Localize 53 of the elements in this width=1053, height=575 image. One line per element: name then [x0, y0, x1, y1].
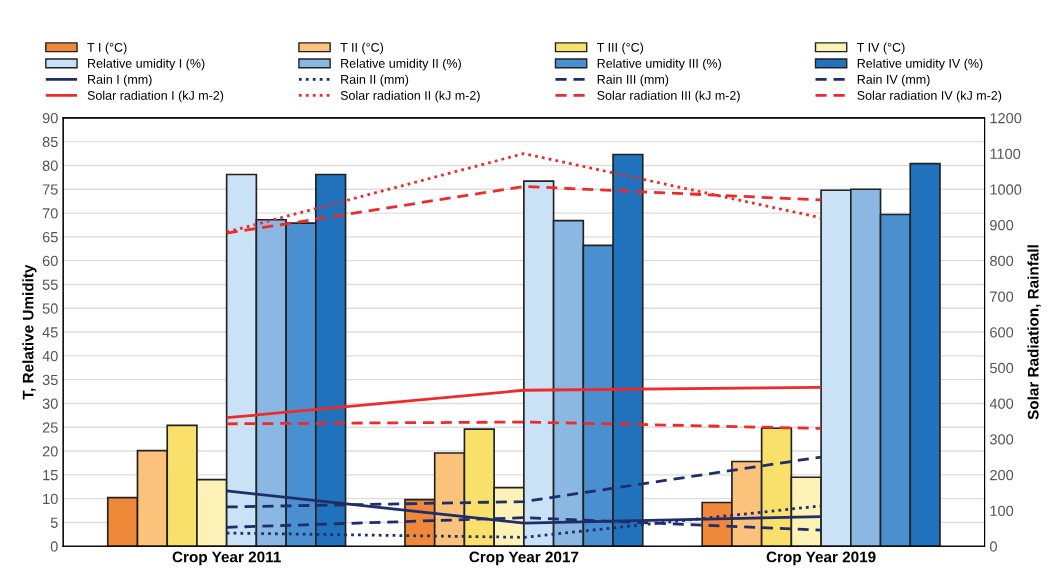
y-tick-label: 90	[42, 112, 58, 124]
y-tick-label: 0	[50, 541, 58, 552]
y-tick-label: 80	[42, 160, 58, 171]
legend-label: Relative umidity IV (%)	[857, 58, 983, 71]
legend-label: Relative umidity I (%)	[88, 58, 205, 71]
y-tick-label: 10	[43, 493, 58, 505]
y-tick-label: 60	[42, 255, 58, 267]
legend-label: T I (°C)	[87, 42, 127, 55]
y-tick-label: 30	[42, 398, 58, 409]
legend-label: T IV (°C)	[857, 42, 905, 55]
legend-label: Rain IV (mm)	[857, 74, 930, 87]
legend-label: Solar radiation I (kJ m-2)	[87, 90, 224, 103]
x-tick-label: Crop Year 2019	[766, 551, 876, 566]
legend-label: Rain II (mm)	[341, 74, 409, 87]
y-tick-label: 70	[42, 208, 58, 219]
y-axis-title: T, Relative Umidity	[22, 264, 37, 400]
y2-tick-label: 700	[990, 291, 1014, 302]
y2-tick-label: 0	[989, 541, 997, 552]
y2-tick-label: 1100	[990, 148, 1021, 159]
y2-tick-label: 100	[990, 505, 1014, 516]
y-tick-label: 85	[42, 136, 58, 148]
y-tick-label: 40	[42, 350, 58, 362]
y2-axis-title: Solar Radiation, Rainfall	[1027, 245, 1041, 420]
x-tick-label: Crop Year 2017	[469, 551, 579, 566]
y-tick-label: 5	[50, 517, 58, 528]
x-tick-label: Crop Year 2011	[172, 551, 281, 566]
y-tick-label: 50	[42, 303, 58, 314]
legend-label: T II (°C)	[340, 42, 384, 55]
y-tick-label: 55	[42, 279, 58, 290]
legend-label: Solar radiation III (kJ m-2)	[597, 90, 740, 103]
legend-label: Rain III (mm)	[597, 74, 669, 87]
y2-tick-label: 1200	[990, 112, 1022, 124]
legend-label: Relative umidity III (%)	[597, 58, 721, 71]
y-tick-label: 20	[42, 446, 58, 457]
legend-label: Relative umidity II (%)	[341, 58, 461, 71]
y-tick-label: 25	[42, 422, 58, 433]
y2-tick-label: 900	[990, 220, 1014, 231]
y2-tick-label: 400	[989, 398, 1014, 409]
y2-tick-label: 200	[990, 469, 1014, 481]
legend-label: Solar radiation IV (kJ m-2)	[857, 90, 1002, 103]
y2-tick-label: 800	[990, 255, 1014, 267]
y2-tick-label: 600	[990, 327, 1014, 338]
y-tick-label: 15	[43, 470, 58, 481]
y-tick-label: 35	[42, 374, 58, 386]
legend-label: T III (°C)	[596, 42, 644, 55]
y2-tick-label: 500	[990, 362, 1014, 374]
legend-label: Solar radiation II (kJ m-2)	[340, 90, 480, 103]
y-tick-label: 45	[42, 327, 58, 338]
y-tick-label: 75	[42, 184, 58, 195]
y2-tick-label: 1000	[990, 184, 1022, 195]
legend-label: Rain I (mm)	[88, 74, 152, 87]
y-tick-label: 65	[42, 231, 58, 243]
y2-tick-label: 300	[989, 434, 1014, 445]
